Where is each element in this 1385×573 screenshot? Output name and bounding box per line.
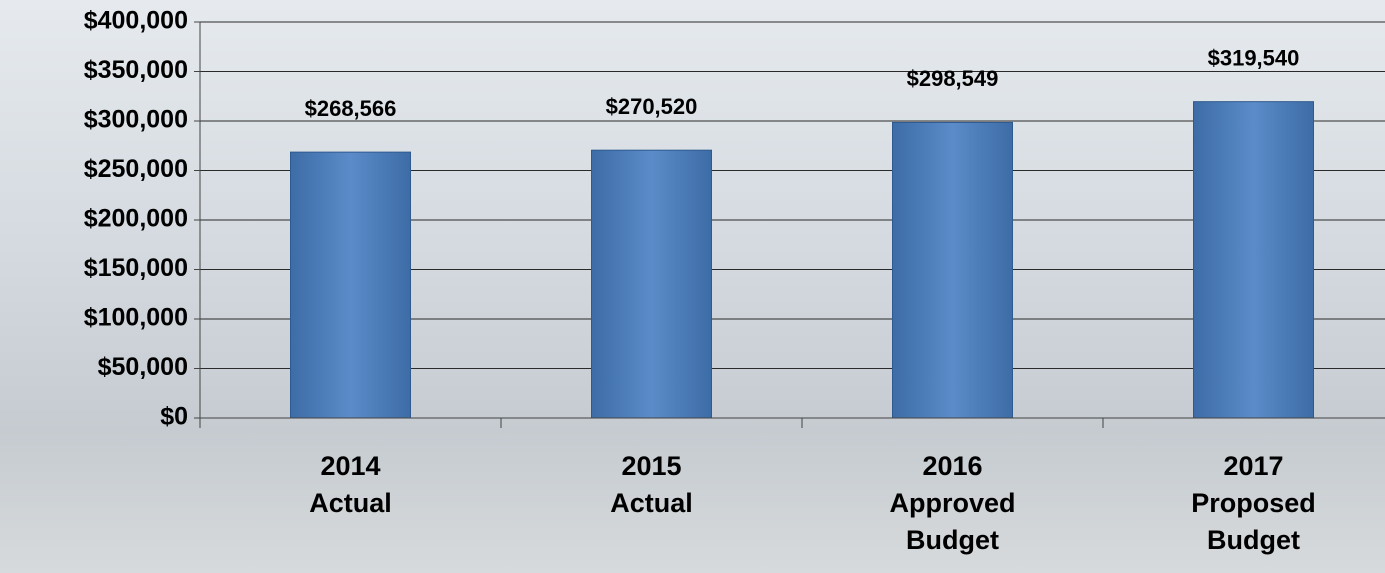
- y-tick-label: $150,000: [84, 254, 188, 282]
- value-label: $298,549: [907, 66, 999, 91]
- bar: [1193, 101, 1314, 419]
- y-tick-label: $350,000: [84, 56, 188, 84]
- x-tick-label: 2016 Approved Budget: [889, 451, 1016, 555]
- bar: [892, 121, 1013, 419]
- value-label: $270,520: [606, 94, 698, 119]
- x-tick-label: 2014 Actual: [309, 451, 392, 518]
- y-tick-label: $0: [160, 403, 188, 431]
- value-label: $268,566: [305, 96, 397, 121]
- y-tick-label: $100,000: [84, 304, 188, 332]
- value-label: $319,540: [1208, 45, 1300, 70]
- bar: [591, 149, 712, 419]
- x-tick-label: 2015 Actual: [610, 451, 693, 518]
- x-tick-label: 2017 Proposed Budget: [1191, 451, 1316, 555]
- bar: [290, 151, 411, 419]
- y-tick-label: $400,000: [84, 7, 188, 35]
- y-tick-label: $300,000: [84, 106, 188, 134]
- y-tick-label: $50,000: [98, 353, 188, 381]
- y-tick-label: $250,000: [84, 155, 188, 183]
- y-tick-label: $200,000: [84, 205, 188, 233]
